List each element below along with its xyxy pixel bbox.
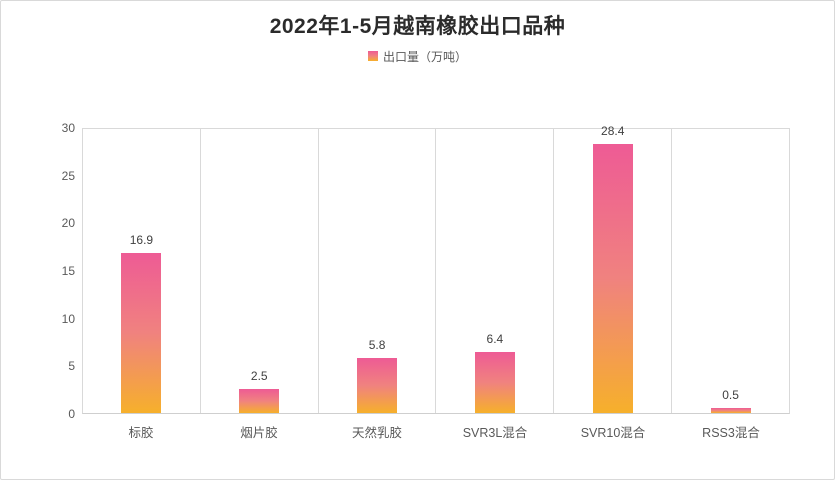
category-column-1: 16.9 [83,129,201,413]
y-tick-label-10: 10 [61,311,75,326]
y-tick-label-0: 0 [68,407,75,421]
bar-SVR3L混合[interactable] [474,352,515,413]
bar-SVR10混合[interactable] [592,144,633,413]
legend[interactable]: 出口量（万吨） [1,48,834,64]
chart-title: 2022年1-5月越南橡胶出口品种 [269,15,566,38]
x-tick-label-标胶: 标胶 [128,426,154,440]
category-column-5: 28.4 [554,124,673,413]
plot-area: 16.9 2.5 5.8 6.4 28.4 0.5 [82,124,790,414]
category-column-3: 5.8 [319,129,437,413]
bar-RSS3混合[interactable] [710,408,751,413]
bar-value-label-4: 6.4 [486,332,504,347]
x-tick-label-SVR3L混合: SVR3L混合 [462,426,528,440]
y-tick-label-5: 5 [68,359,75,374]
bar-value-label-2: 2.5 [250,369,268,384]
bar-烟片胶[interactable] [239,389,280,413]
bar-value-label-1: 16.9 [129,233,154,247]
y-tick-label-25: 25 [61,168,75,183]
x-tick-label-SVR10混合: SVR10混合 [580,426,646,440]
bar-value-label-6: 0.5 [722,388,739,403]
bar-value-label-5: 28.4 [601,124,625,139]
legend-series-swatch-icon [367,51,378,61]
y-tick-label-30: 30 [61,121,75,135]
x-tick-label-烟片胶: 烟片胶 [240,426,278,440]
category-column-6: 0.5 [672,129,789,413]
category-column-2: 2.5 [201,129,319,413]
bar-value-label-3: 5.8 [368,338,386,353]
legend-label: 出口量（万吨） [382,49,467,64]
x-tick-label-天然乳胶: 天然乳胶 [351,426,402,440]
bar-标胶[interactable] [121,253,162,413]
y-tick-label-20: 20 [61,216,75,231]
x-tick-label-RSS3混合: RSS3混合 [702,426,760,440]
bar-天然乳胶[interactable] [357,358,398,413]
y-tick-label-15: 15 [61,264,75,278]
category-column-4: 6.4 [436,129,555,413]
